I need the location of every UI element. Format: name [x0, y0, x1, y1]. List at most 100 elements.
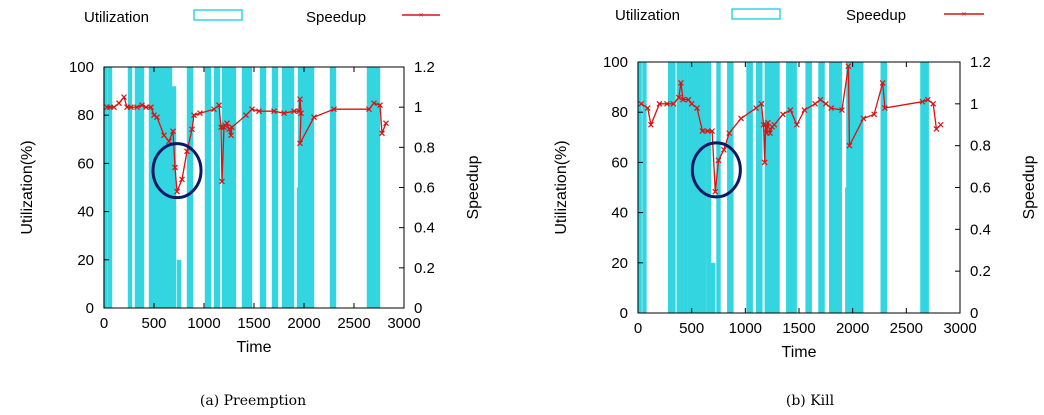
utilization-bar — [134, 67, 140, 308]
utilization-bar — [924, 62, 929, 313]
speedup-point — [924, 96, 931, 103]
x-tick-label: 2500 — [337, 315, 370, 332]
speedup-point — [331, 106, 337, 113]
speedup-point — [664, 100, 670, 107]
speedup-point — [121, 94, 127, 101]
utilization-bar — [139, 67, 145, 308]
y2-tick-label: 0.6 — [414, 180, 435, 197]
plot-area-kill: 0 500 1000 1500 2000 2500 300002040608010000.2… — [553, 54, 1038, 361]
speedup-point — [148, 104, 154, 111]
highlight-circle — [690, 141, 742, 199]
speedup-point — [879, 79, 886, 86]
utilization-bar — [188, 67, 194, 308]
y-axis-label: Utilization(%) — [19, 140, 36, 234]
speedup-point — [170, 128, 176, 135]
x-tick-label: 2000 — [287, 315, 320, 332]
speedup-point — [828, 105, 835, 111]
y-tick-label: 80 — [611, 104, 628, 121]
speedup-point — [151, 112, 157, 119]
y-tick-label: 20 — [611, 255, 628, 272]
x-tick-label: 3000 — [943, 320, 976, 337]
speedup-point — [128, 104, 134, 111]
speedup-point — [846, 142, 853, 149]
speedup-point — [219, 178, 225, 185]
utilization-bar — [859, 62, 864, 313]
speedup-point — [298, 110, 304, 117]
utilization-bar — [702, 62, 707, 313]
y2-tick-label: 0 — [414, 300, 422, 317]
utilization-bar — [103, 67, 108, 308]
utilization-bar — [637, 62, 642, 313]
speedup-point — [143, 104, 149, 111]
speedup-point — [243, 112, 249, 119]
utilization-bar — [273, 67, 279, 308]
y2-axis-label: Speedup — [1021, 155, 1038, 219]
speedup-point — [933, 126, 940, 132]
utilization-bar — [772, 62, 777, 313]
caption-preemption: (a) Preemption — [200, 393, 306, 409]
speedup-point — [704, 128, 711, 134]
speedup-point — [680, 96, 687, 103]
x-tick-label: 2500 — [890, 320, 923, 337]
utilization-bar — [882, 62, 888, 313]
speedup-point — [812, 100, 819, 107]
speedup-point — [228, 132, 234, 139]
y2-tick-label: 1.2 — [414, 59, 435, 76]
y2-tick-label: 1.2 — [970, 54, 991, 71]
utilization-bar — [642, 62, 647, 313]
utilization-bar — [228, 67, 234, 308]
utilization-bar — [167, 67, 173, 308]
speedup-point — [937, 121, 944, 128]
caption-kill: (b) Kill — [786, 393, 835, 409]
speedup-point — [371, 100, 377, 107]
y-tick-label: 100 — [69, 59, 94, 76]
speedup-point — [638, 100, 645, 107]
utilization-bar — [231, 67, 237, 308]
utilization-bar — [127, 67, 133, 308]
speedup-point — [678, 79, 684, 86]
speedup-point — [197, 110, 203, 117]
x-tick-label: 500 — [679, 320, 704, 337]
speedup-point — [226, 126, 232, 133]
speedup-point — [839, 107, 845, 114]
speedup-point — [229, 124, 235, 131]
x-tick-label: 0 — [100, 315, 108, 332]
y-tick-label: 0 — [620, 305, 628, 322]
legend-speedup-label-a: Speedup — [306, 9, 366, 26]
legend-utilization-swatch-a — [193, 9, 243, 21]
legend-speedup-marker-b: × — [961, 9, 966, 19]
speedup-point — [822, 100, 829, 107]
utilization-bar — [297, 67, 303, 308]
utilization-bar — [671, 62, 676, 313]
plot-area-preemption: 0 500 1000 1500 2000 2500 300002040608010000.2… — [19, 59, 482, 356]
speedup-point — [793, 121, 800, 128]
speedup-point — [647, 121, 654, 128]
speedup-point — [366, 106, 372, 113]
speedup-point — [860, 115, 867, 122]
y-tick-label: 100 — [603, 54, 628, 71]
speedup-point — [154, 114, 160, 121]
y2-tick-label: 0.8 — [414, 139, 435, 156]
speedup-point — [174, 188, 180, 195]
speedup-point — [845, 63, 852, 70]
speedup-point — [699, 128, 706, 134]
speedup-point — [771, 121, 778, 128]
speedup-point — [291, 108, 297, 115]
y2-tick-label: 0.2 — [970, 263, 991, 280]
utilization-bar — [668, 62, 673, 313]
x-tick-label: 1500 — [237, 315, 270, 332]
y-tick-label: 0 — [86, 300, 94, 317]
utilization-bar — [261, 67, 267, 308]
speedup-point — [712, 188, 719, 195]
utilization-bar — [163, 67, 169, 308]
speedup-point — [753, 105, 759, 111]
y2-tick-label: 0 — [970, 305, 978, 322]
speedup-point — [377, 102, 383, 109]
y-tick-label: 60 — [77, 155, 94, 172]
speedup-point — [379, 130, 385, 137]
speedup-point — [801, 107, 808, 114]
speedup-point — [224, 120, 230, 127]
speedup-point — [670, 100, 677, 107]
speedup-point — [211, 106, 217, 113]
speedup-point — [184, 148, 190, 155]
